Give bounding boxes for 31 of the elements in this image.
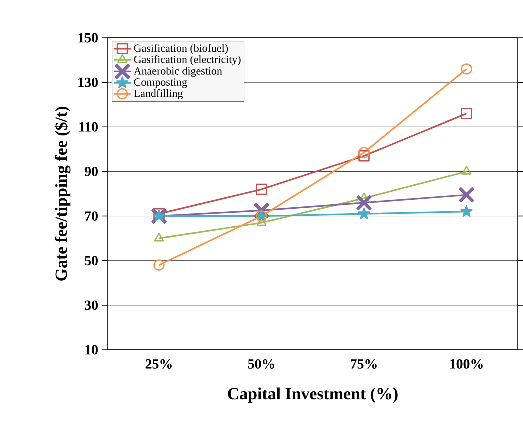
point [460,205,473,218]
x-tick-label: 75% [351,359,377,369]
x-tick-label: 100% [450,359,483,369]
point [356,195,372,211]
point [358,208,370,220]
legend-label: Gasification (biofuel) [134,44,228,54]
x-tick-label: 50% [248,359,274,369]
point [256,184,268,196]
point [461,108,472,120]
point [358,150,370,162]
y-tick-label: 90 [84,167,98,176]
y-tick-label: 50 [85,256,98,266]
legend-label: Composting [134,78,188,88]
x-axis-title: Capital Investment (%) [228,388,398,404]
y-tick-label: 130 [78,78,98,88]
y-tick-label: 150 [78,33,98,43]
point [358,147,370,158]
point [154,232,164,242]
point [461,64,472,75]
legend-label: Gasification (electricity) [134,56,241,66]
y-axis-title: Gate fee/tipping fee ($/t) [54,107,71,281]
point [459,187,474,203]
y-tick-label: 30 [85,300,98,310]
point [462,166,472,175]
legend-label: Landfilling [134,89,183,100]
y-tick-label: 110 [79,122,98,132]
point [154,260,165,271]
x-tick-label: 25% [146,359,172,369]
y-tick-label: 10 [86,345,98,355]
y-tick-label: 70 [85,212,98,221]
legend-label: Anaerobic digestion [134,67,222,78]
